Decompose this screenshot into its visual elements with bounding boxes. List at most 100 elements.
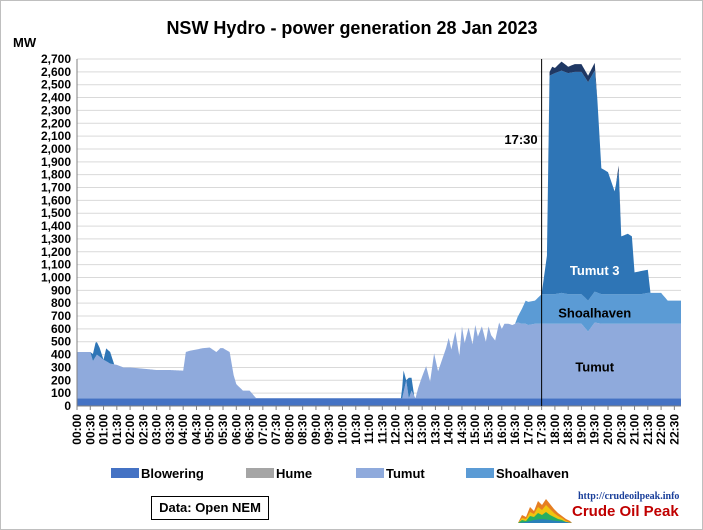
y-tick-0: 0 bbox=[64, 399, 71, 413]
legend-swatch-shoalhaven bbox=[466, 468, 494, 478]
x-tick-14:30: 14:30 bbox=[455, 414, 469, 445]
x-tick-12:30: 12:30 bbox=[402, 414, 416, 445]
y-tick-2,700: 2,700 bbox=[41, 52, 71, 66]
y-tick-2,600: 2,600 bbox=[41, 65, 71, 79]
x-tick-16:30: 16:30 bbox=[508, 414, 522, 445]
x-tick-06:30: 06:30 bbox=[243, 414, 257, 445]
x-tick-00:00: 00:00 bbox=[70, 414, 84, 445]
y-tick-400: 400 bbox=[51, 348, 71, 362]
x-tick-07:30: 07:30 bbox=[269, 414, 283, 445]
x-tick-16:00: 16:00 bbox=[495, 414, 509, 445]
y-tick-1,900: 1,900 bbox=[41, 155, 71, 169]
x-tick-19:00: 19:00 bbox=[574, 414, 588, 445]
x-tick-05:00: 05:00 bbox=[203, 414, 217, 445]
y-tick-800: 800 bbox=[51, 296, 71, 310]
legend-label-blowering: Blowering bbox=[141, 466, 204, 481]
x-tick-08:30: 08:30 bbox=[296, 414, 310, 445]
x-tick-02:30: 02:30 bbox=[136, 414, 150, 445]
annotation-shoalhaven: Shoalhaven bbox=[558, 305, 631, 320]
y-tick-2,200: 2,200 bbox=[41, 116, 71, 130]
x-tick-01:30: 01:30 bbox=[110, 414, 124, 445]
annotation-tumut: Tumut bbox=[575, 359, 614, 374]
x-tick-01:00: 01:00 bbox=[97, 414, 111, 445]
annotation-time-label: 17:30 bbox=[504, 132, 537, 147]
x-tick-21:00: 21:00 bbox=[628, 414, 642, 445]
legend-label-hume: Hume bbox=[276, 466, 312, 481]
area-blowering bbox=[77, 398, 681, 406]
x-tick-22:00: 22:00 bbox=[654, 414, 668, 445]
area-tumut bbox=[77, 322, 681, 399]
x-tick-18:00: 18:00 bbox=[548, 414, 562, 445]
x-tick-11:00: 11:00 bbox=[362, 414, 376, 444]
x-tick-22:30: 22:30 bbox=[667, 414, 681, 445]
x-tick-09:00: 09:00 bbox=[309, 414, 323, 445]
annotation-tumut-3: Tumut 3 bbox=[570, 263, 620, 278]
y-tick-2,300: 2,300 bbox=[41, 103, 71, 117]
legend: Blowering Hume Tumut Shoalhaven bbox=[111, 466, 569, 481]
legend-label-shoalhaven: Shoalhaven bbox=[496, 466, 569, 481]
x-tick-05:30: 05:30 bbox=[216, 414, 230, 445]
y-tick-2,400: 2,400 bbox=[41, 91, 71, 105]
y-tick-1,800: 1,800 bbox=[41, 168, 71, 182]
x-tick-12:00: 12:00 bbox=[389, 414, 403, 445]
x-tick-17:00: 17:00 bbox=[521, 414, 535, 445]
x-tick-20:00: 20:00 bbox=[601, 414, 615, 445]
y-tick-2,100: 2,100 bbox=[41, 129, 71, 143]
x-tick-11:30: 11:30 bbox=[375, 414, 389, 444]
y-tick-1,600: 1,600 bbox=[41, 193, 71, 207]
x-tick-08:00: 08:00 bbox=[282, 414, 296, 445]
y-tick-900: 900 bbox=[51, 283, 71, 297]
annotations: 17:30 Tumut 3 Shoalhaven Tumut bbox=[504, 59, 631, 406]
x-tick-04:30: 04:30 bbox=[190, 414, 204, 445]
area-shoalhaven bbox=[77, 291, 681, 399]
x-tick-labels: 00:00 00:30 01:00 01:30 02:00 02:30 03:00 03:30… bbox=[70, 414, 681, 445]
x-tick-13:30: 13:30 bbox=[428, 414, 442, 445]
y-tick-300: 300 bbox=[51, 360, 71, 374]
y-tick-1,300: 1,300 bbox=[41, 232, 71, 246]
y-tick-1,000: 1,000 bbox=[41, 270, 71, 284]
area-tumut-3 bbox=[77, 70, 681, 399]
legend-swatch-hume bbox=[246, 468, 274, 478]
y-tick-2,000: 2,000 bbox=[41, 142, 71, 156]
logo-graphic-icon bbox=[518, 495, 572, 523]
x-tick-10:30: 10:30 bbox=[349, 414, 363, 445]
x-tick-14:00: 14:00 bbox=[442, 414, 456, 445]
logo-url: http://crudeoilpeak.info bbox=[578, 491, 680, 502]
x-tick-19:30: 19:30 bbox=[588, 414, 602, 445]
x-tick-21:30: 21:30 bbox=[641, 414, 655, 445]
y-tick-1,700: 1,700 bbox=[41, 181, 71, 195]
x-tick-06:00: 06:00 bbox=[229, 414, 243, 445]
x-tick-10:00: 10:00 bbox=[336, 414, 350, 445]
x-tick-03:30: 03:30 bbox=[163, 414, 177, 445]
x-tick-04:00: 04:00 bbox=[176, 414, 190, 445]
legend-swatch-blowering bbox=[111, 468, 139, 478]
y-tick-2,500: 2,500 bbox=[41, 78, 71, 92]
chart-title: NSW Hydro - power generation 28 Jan 2023 bbox=[166, 18, 537, 38]
x-tick-07:00: 07:00 bbox=[256, 414, 270, 445]
x-tick-02:00: 02:00 bbox=[123, 414, 137, 445]
legend-swatch-tumut bbox=[356, 468, 384, 478]
axes bbox=[76, 59, 681, 410]
x-tick-13:00: 13:00 bbox=[415, 414, 429, 445]
y-axis-unit-label: MW bbox=[13, 35, 37, 50]
y-tick-700: 700 bbox=[51, 309, 71, 323]
y-tick-1,400: 1,400 bbox=[41, 219, 71, 233]
y-tick-1,100: 1,100 bbox=[41, 258, 71, 272]
x-tick-03:00: 03:00 bbox=[150, 414, 164, 445]
legend-label-tumut: Tumut bbox=[386, 466, 425, 481]
x-tick-15:00: 15:00 bbox=[468, 414, 482, 445]
x-tick-17:30: 17:30 bbox=[535, 414, 549, 445]
y-tick-100: 100 bbox=[51, 386, 71, 400]
y-tick-1,200: 1,200 bbox=[41, 245, 71, 259]
y-tick-1,500: 1,500 bbox=[41, 206, 71, 220]
crude-oil-peak-logo: http://crudeoilpeak.info Crude Oil Peak bbox=[518, 491, 693, 525]
y-tick-200: 200 bbox=[51, 373, 71, 387]
x-tick-00:30: 00:30 bbox=[83, 414, 97, 445]
stacked-areas bbox=[77, 61, 681, 406]
x-tick-15:30: 15:30 bbox=[482, 414, 496, 445]
x-tick-09:30: 09:30 bbox=[322, 414, 336, 445]
logo-name: Crude Oil Peak bbox=[572, 503, 679, 520]
x-tick-20:30: 20:30 bbox=[614, 414, 628, 445]
